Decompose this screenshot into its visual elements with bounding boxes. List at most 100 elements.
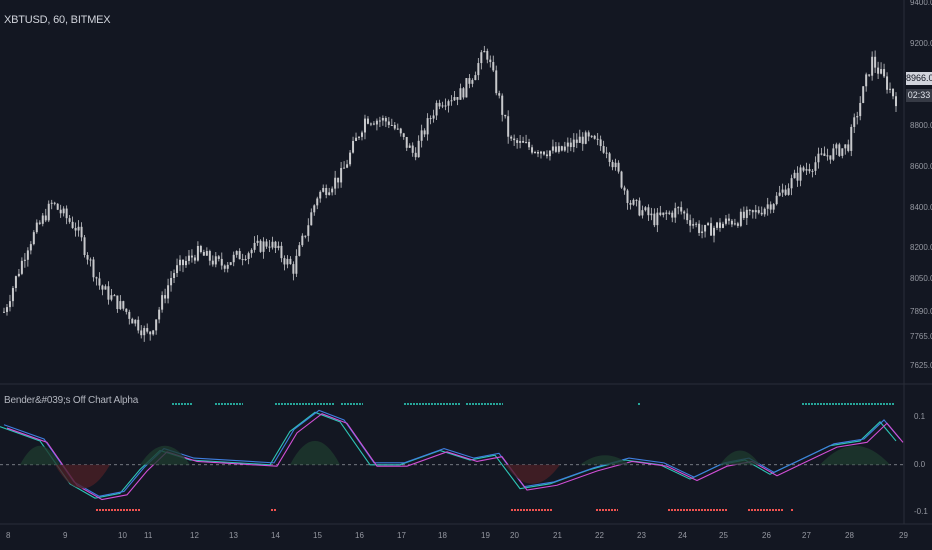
candle-body: [674, 208, 677, 218]
candle-body: [292, 264, 295, 274]
candle-body: [32, 232, 35, 245]
candle-body: [134, 319, 137, 324]
candle-body: [399, 128, 402, 134]
candle-body: [286, 258, 289, 265]
candle-body: [429, 118, 432, 120]
candle-body: [620, 171, 623, 188]
time-axis-label: 25: [719, 531, 728, 540]
candle-body: [501, 95, 504, 115]
candle-body: [492, 62, 495, 71]
candle-body: [187, 255, 190, 261]
candle-body: [886, 76, 889, 90]
candle-body: [184, 260, 187, 266]
candle-body: [313, 205, 316, 213]
candle-body: [265, 241, 268, 247]
candle-body: [355, 137, 358, 141]
candle-body: [498, 93, 501, 96]
candle-body: [748, 209, 751, 211]
candle-body: [647, 207, 650, 216]
candle-body: [859, 102, 862, 117]
candle-body: [557, 146, 560, 152]
symbol-title[interactable]: XBTUSD, 60, BITMEX: [4, 14, 111, 26]
candle-body: [38, 222, 41, 224]
candle-body: [447, 101, 450, 106]
candle-body: [289, 258, 292, 265]
candle-body: [301, 235, 304, 246]
time-axis-label: 27: [802, 531, 811, 540]
candle-body: [119, 301, 122, 310]
candle-body: [274, 241, 277, 248]
candle-body: [229, 262, 232, 265]
candle-body: [539, 151, 542, 154]
time-axis-label: 23: [637, 531, 646, 540]
candle-body: [605, 152, 608, 154]
candle-body: [456, 97, 459, 100]
candle-body: [352, 140, 355, 153]
candle-body: [829, 155, 832, 160]
time-axis-label: 17: [397, 531, 406, 540]
candle-body: [298, 245, 301, 256]
signal-fill: [720, 450, 760, 465]
indicator-axis-label: 0.1: [914, 412, 926, 422]
time-axis-label: 18: [438, 531, 447, 540]
candle-body: [563, 146, 566, 151]
candle-body: [92, 259, 95, 278]
candle-body: [349, 152, 352, 165]
candle-body: [259, 240, 262, 252]
candle-body: [486, 50, 489, 60]
candle-body: [74, 227, 77, 231]
candle-body: [104, 286, 107, 290]
price-axis-label: 7890.0: [910, 306, 932, 316]
candle-body: [205, 251, 208, 256]
candle-body: [644, 207, 647, 211]
candle-body: [328, 192, 331, 195]
candle-body: [727, 218, 730, 221]
candle-body: [602, 146, 605, 153]
candle-body: [304, 235, 307, 237]
candle-body: [632, 199, 635, 205]
candle-body: [895, 96, 897, 107]
candle-body: [441, 105, 444, 107]
candle-body: [414, 152, 417, 158]
candle-body: [641, 210, 644, 216]
time-axis-label: 28: [845, 531, 854, 540]
candle-body: [629, 202, 632, 205]
candle-body: [551, 146, 554, 151]
candle-body: [686, 213, 689, 221]
candle-body: [548, 150, 551, 157]
candle-body: [808, 169, 811, 172]
price-axis-label: 9200.0: [910, 38, 932, 48]
candle-body: [710, 223, 713, 236]
candle-body: [868, 74, 871, 76]
time-axis-label: 15: [313, 531, 322, 540]
candle-body: [307, 225, 310, 236]
candle-body: [718, 222, 721, 228]
indicator-title[interactable]: Bender&#039;s Off Chart Alpha: [4, 395, 139, 406]
candle-body: [883, 69, 886, 77]
candle-body: [778, 192, 781, 196]
time-axis-label: 13: [229, 531, 238, 540]
candle-body: [617, 162, 620, 172]
candle-body: [179, 259, 182, 266]
candle-body: [95, 277, 98, 279]
candle-body: [193, 257, 196, 261]
candle-body: [390, 124, 393, 126]
candle-body: [781, 189, 784, 193]
candle-body: [513, 138, 516, 141]
candle-body: [363, 118, 366, 133]
candle-body: [790, 178, 793, 189]
candle-body: [683, 211, 686, 214]
candle-body: [226, 264, 229, 269]
candle-body: [545, 154, 548, 157]
signal-fill: [140, 445, 190, 465]
candle-body: [280, 245, 283, 259]
candle-body: [131, 318, 134, 324]
candle-body: [757, 210, 760, 213]
candle-body: [110, 295, 113, 300]
candle-body: [125, 308, 128, 312]
candle-body: [113, 295, 116, 297]
candle-body: [805, 169, 808, 171]
bar-countdown-tag: 02:33: [906, 89, 932, 102]
candle-body: [611, 161, 614, 168]
